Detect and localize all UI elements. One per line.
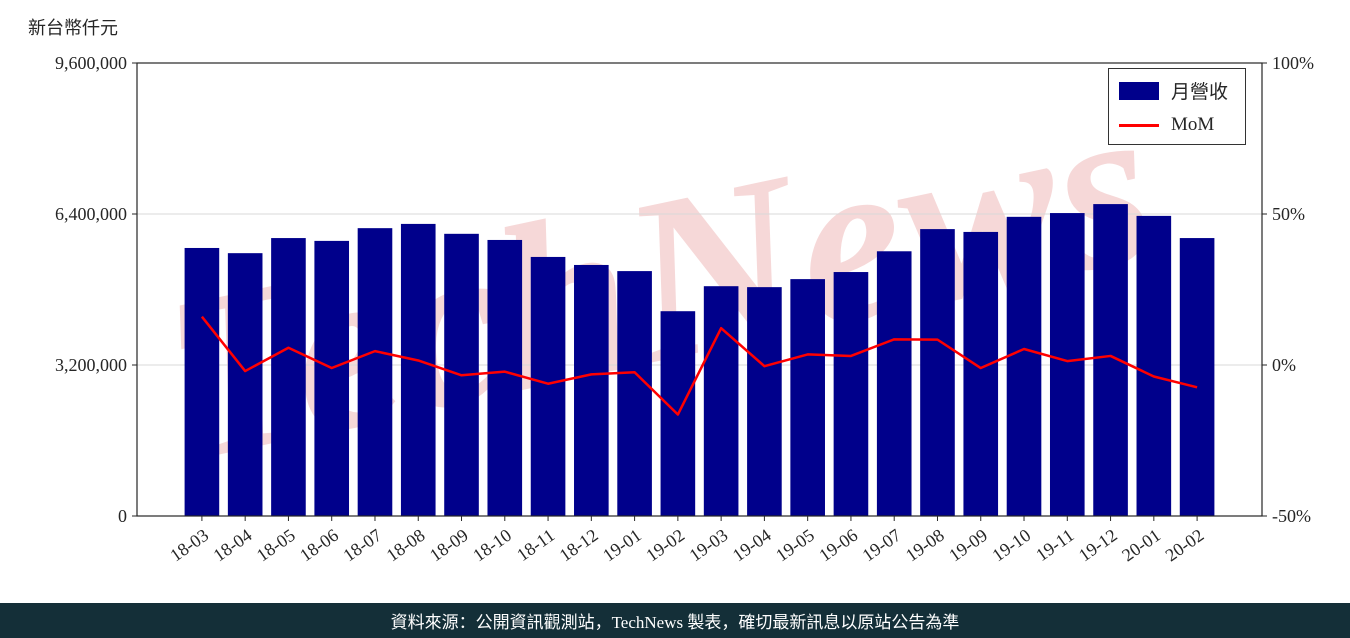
x-tick-label: 19-05 — [772, 525, 818, 565]
x-tick-label: 18-03 — [166, 525, 212, 565]
mom-line-swatch — [1119, 123, 1159, 127]
revenue-bar — [314, 240, 350, 516]
x-tick-label: 19-03 — [686, 525, 732, 565]
revenue-bar — [790, 279, 825, 516]
y-left-tick-label: 0 — [118, 506, 127, 526]
x-tick-label: 19-06 — [815, 525, 861, 565]
x-tick-label: 19-11 — [1032, 525, 1077, 565]
x-tick-label: 18-08 — [383, 525, 429, 565]
x-tick-label: 19-04 — [729, 525, 775, 565]
revenue-bar — [1093, 204, 1128, 516]
revenue-bar — [1006, 216, 1042, 517]
revenue-bar — [400, 223, 436, 517]
revenue-bar — [1179, 238, 1215, 517]
x-tick-label: 18-10 — [469, 525, 515, 565]
y-left-tick-label: 3,200,000 — [55, 355, 127, 375]
revenue-bar — [487, 239, 523, 516]
source-footer-text: 資料來源：公開資訊觀測站，TechNews 製表，確切最新訊息以原站公告為準 — [390, 613, 960, 632]
y-left-tick-label: 6,400,000 — [55, 204, 127, 224]
y-right-tick-label: 50% — [1272, 204, 1305, 224]
revenue-bar — [920, 229, 955, 516]
x-tick-label: 18-12 — [556, 525, 602, 565]
legend-item-revenue: 月營收 — [1119, 77, 1235, 104]
legend: 月營收 MoM — [1108, 68, 1246, 145]
revenue-bar — [617, 271, 652, 516]
chart-canvas: 0 3,200,000 6,400,000 9,600,000 -50% 0% 50% 100… — [55, 53, 1314, 565]
revenue-bar — [703, 286, 739, 516]
revenue-bar — [833, 272, 869, 516]
plot-border — [136, 62, 1263, 517]
x-tick-label: 19-01 — [599, 525, 645, 565]
x-tick-label: 19-10 — [988, 525, 1034, 565]
x-tick-label: 18-05 — [253, 525, 299, 565]
x-tick-label: 19-12 — [1075, 525, 1121, 565]
revenue-bar — [184, 247, 220, 516]
revenue-bar — [876, 251, 912, 516]
x-tick-label: 18-06 — [296, 525, 342, 565]
revenue-bar — [530, 256, 566, 516]
x-tick-label: 18-11 — [513, 525, 558, 565]
x-tick-label: 19-09 — [945, 525, 991, 565]
y-right-tick-label: 0% — [1272, 355, 1296, 375]
x-tick-label: 18-04 — [210, 525, 256, 565]
revenue-bar — [747, 287, 782, 516]
x-tick-label: 18-09 — [426, 525, 472, 565]
revenue-bar — [227, 253, 263, 516]
mom-line — [200, 315, 1198, 416]
y-axis-title: 新台幣仟元 — [28, 18, 118, 38]
x-tick-label: 19-02 — [642, 525, 688, 565]
y-right-tick-label: 100% — [1272, 53, 1314, 73]
x-tick-label: 19-07 — [859, 525, 905, 565]
legend-item-mom: MoM — [1119, 114, 1235, 136]
revenue-bar — [1049, 213, 1085, 516]
x-tick-label: 20-01 — [1118, 525, 1164, 565]
revenue-bar — [271, 238, 306, 517]
revenue-bar-swatch — [1119, 81, 1159, 100]
revenue-bar — [357, 228, 393, 516]
y-right-tick-label: -50% — [1272, 506, 1311, 526]
legend-revenue-label: 月營收 — [1171, 82, 1229, 103]
revenue-bar — [963, 231, 999, 516]
y-left-tick-label: 9,600,000 — [55, 53, 127, 73]
revenue-bar — [1136, 215, 1172, 516]
x-tick-label: 20-02 — [1162, 525, 1208, 565]
x-tick-label: 18-07 — [339, 525, 385, 565]
legend-mom-label: MoM — [1171, 114, 1215, 135]
source-footer: 資料來源：公開資訊觀測站，TechNews 製表，確切最新訊息以原站公告為準 — [0, 603, 1350, 638]
revenue-bar — [574, 264, 609, 516]
x-tick-label: 19-08 — [902, 525, 948, 565]
